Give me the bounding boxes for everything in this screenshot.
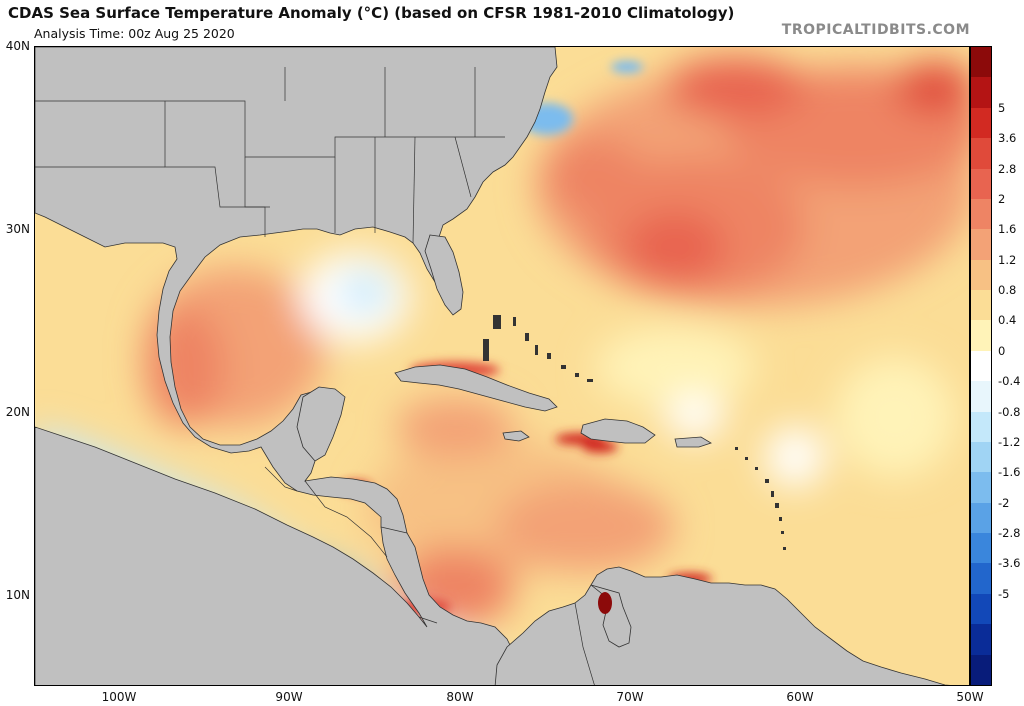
colorbar-tick-label: -2 — [998, 495, 1010, 510]
colorbar-tick-label: -5 — [998, 586, 1010, 601]
analysis-time: Analysis Time: 00z Aug 25 2020 — [34, 26, 235, 41]
colorbar-segment — [971, 77, 991, 109]
colorbar-segment — [971, 259, 991, 291]
colorbar-segment — [971, 168, 991, 200]
colorbar-tick-label: -3.6 — [998, 556, 1021, 571]
colorbar-tick-label: 0.4 — [998, 313, 1017, 328]
colorbar-segment — [971, 381, 991, 413]
map-canvas — [35, 47, 969, 685]
lon-label-90w: 90W — [275, 690, 303, 704]
jamaica-island — [502, 430, 530, 442]
lon-label-70w: 70W — [616, 690, 644, 704]
political-borders — [35, 67, 595, 685]
site-credit: TROPICALTIDBITS.COM — [781, 22, 970, 38]
lon-label-100w: 100W — [101, 690, 137, 704]
hispaniola-island — [580, 418, 656, 444]
colorbar-tick-label: 1.6 — [998, 222, 1017, 237]
sst-anomaly-map — [34, 46, 970, 686]
colorbar-segment — [971, 229, 991, 261]
lon-label-80w: 80W — [446, 690, 474, 704]
bahamas-islands — [483, 315, 593, 382]
colorbar-tick-label: 2 — [998, 191, 1006, 206]
colorbar-tick-label: -1.6 — [998, 465, 1021, 480]
colorbar-segment — [971, 563, 991, 595]
lake-maracaibo-anomaly — [598, 592, 612, 614]
colorbar-segment — [971, 138, 991, 170]
lon-label-50w: 50W — [956, 690, 984, 704]
colorbar-segment — [971, 593, 991, 625]
cuba-island — [394, 364, 558, 412]
colorbar-tick-label: 1.2 — [998, 252, 1017, 267]
colorbar-segment — [971, 441, 991, 473]
lon-label-60w: 60W — [786, 690, 814, 704]
colorbar-segment — [971, 350, 991, 382]
colorbar-tick-label: -1.2 — [998, 434, 1021, 449]
colorbar-tick-label: 0.8 — [998, 283, 1017, 298]
colorbar-segment — [971, 411, 991, 443]
colorbar-tick-label: -0.8 — [998, 404, 1021, 419]
colorbar-segment — [971, 290, 991, 321]
colorbar-segment — [971, 107, 991, 139]
florida-peninsula — [424, 234, 464, 316]
lesser-antilles — [735, 447, 786, 550]
lat-label-20n: 20N — [5, 405, 30, 419]
colorbar — [970, 46, 992, 686]
colorbar-segment — [971, 320, 991, 352]
colorbar-tick-label: 5 — [998, 100, 1006, 115]
lat-label-30n: 30N — [5, 222, 30, 236]
colorbar-tick-label: 2.8 — [998, 161, 1017, 176]
colorbar-tick-label: -2.8 — [998, 526, 1021, 541]
colorbar-tick-label: 0 — [998, 343, 1006, 358]
yucatan-peninsula — [296, 386, 346, 462]
lat-label-40n: 40N — [5, 39, 30, 53]
colorbar-segment — [971, 654, 991, 686]
lat-label-10n: 10N — [5, 588, 30, 602]
map-title: CDAS Sea Surface Temperature Anomaly (°C… — [8, 4, 735, 22]
puerto-rico-island — [674, 436, 712, 448]
colorbar-segment — [971, 198, 991, 230]
colorbar-segment — [971, 624, 991, 656]
colorbar-segment — [971, 472, 991, 504]
colorbar-tick-label: 3.6 — [998, 131, 1017, 146]
colorbar-segment — [971, 533, 991, 564]
colorbar-tick-label: -0.4 — [998, 374, 1021, 389]
colorbar-segment — [971, 47, 991, 78]
colorbar-segment — [971, 502, 991, 534]
